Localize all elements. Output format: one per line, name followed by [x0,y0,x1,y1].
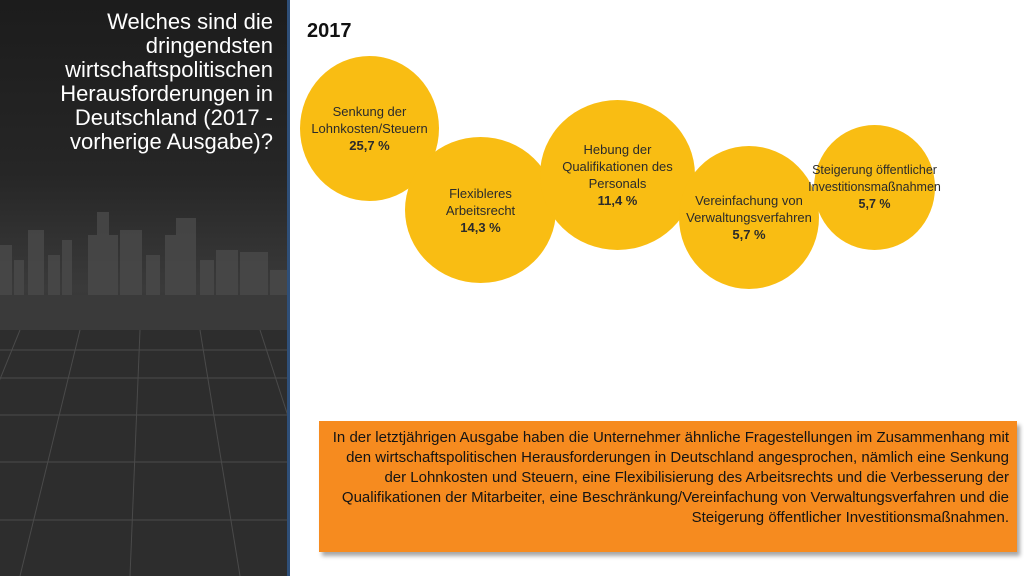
panel-title: Welches sind die dringendsten wirtschaft… [60,9,273,154]
bubble-value: 11,4 % [597,193,638,208]
bubble-verwaltungsverfahren: Vereinfachung von Verwaltungsverfahren 5… [679,146,819,289]
bubble-value: 14,3 % [460,219,501,235]
summary-note: In der letztjährigen Ausgabe haben die U… [319,421,1017,552]
bubble-value: 5,7 % [858,197,891,211]
bubble-label: Senkung der Lohnkosten/Steuern [311,104,428,136]
bubble-value: 25,7 % [349,138,390,153]
panel-divider [287,0,290,576]
bubble-qualifikationen: Hebung der Qualifikationen des Personals… [540,100,695,250]
floor-tiles-graphic [0,330,287,576]
bubble-label: Steigerung öffentlicher Investitionsmaßn… [808,163,941,194]
bubble-arbeitsrecht: Flexibleres Arbeitsrecht 14,3 % [405,137,556,283]
bubble-investitionen: Steigerung öffentlicher Investitionsmaßn… [808,125,941,250]
bubble-label: Vereinfachung von Verwaltungsverfahren [686,193,812,225]
city-skyline-graphic [0,212,287,350]
bubble-label: Hebung der Qualifikationen des Personals [562,142,673,191]
city-background-image: Welches sind die dringendsten wirtschaft… [0,0,287,576]
bubble-value: 5,7 % [732,227,766,242]
year-heading: 2017 [307,20,352,42]
bubble-label: Flexibleres Arbeitsrecht [445,185,516,218]
